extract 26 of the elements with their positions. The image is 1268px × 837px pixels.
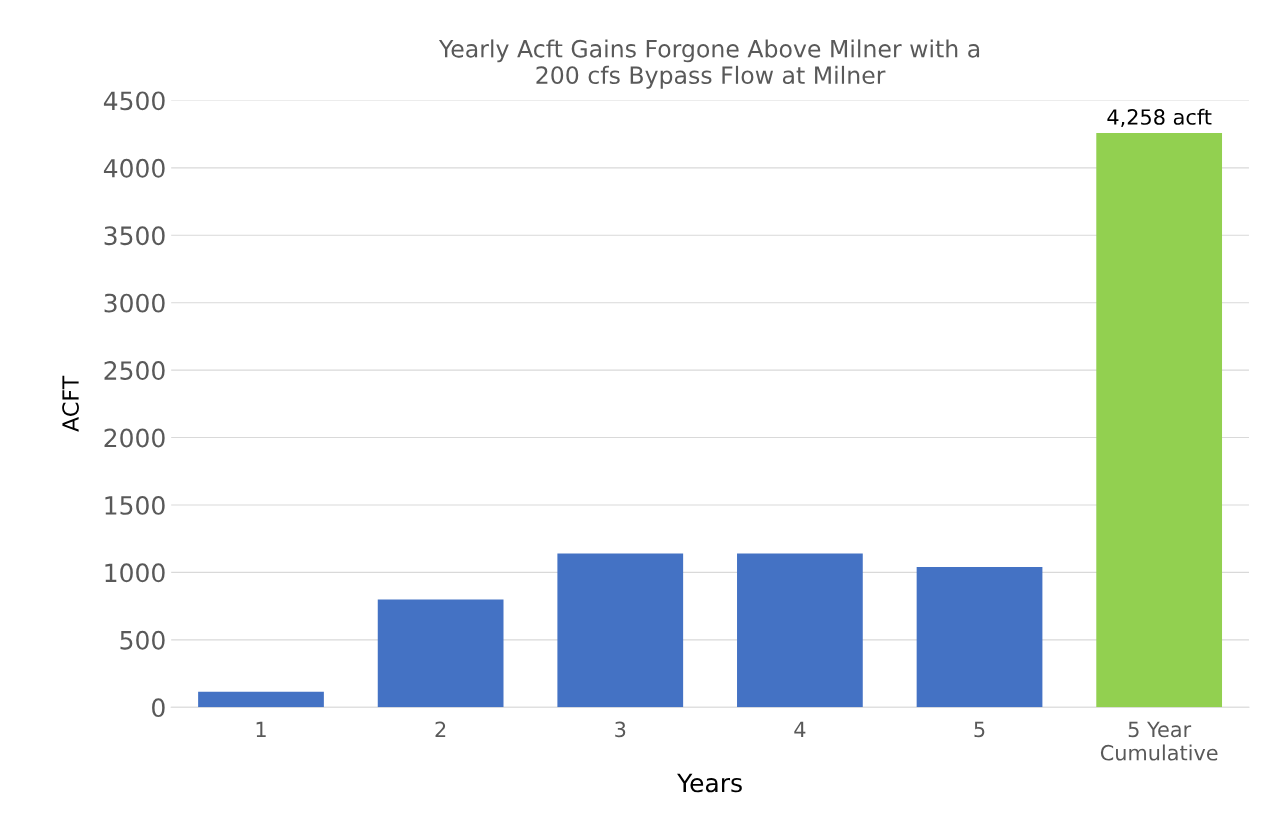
x-tick-label: 5 Year Cumulative [1100, 721, 1218, 761]
bar [916, 567, 1043, 708]
x-tick-label: 2 [435, 721, 446, 737]
y-tick-label: 1000 [105, 563, 165, 583]
y-tick-label: 0 [152, 698, 165, 718]
y-tick-label: 4500 [103, 91, 165, 111]
x-tick-label: 4 [794, 721, 806, 737]
bar [1096, 133, 1223, 708]
x-tick-label: 3 [615, 721, 626, 738]
bar [198, 691, 324, 708]
x-tick-label: 1 [256, 721, 266, 737]
data-label: 4,258 acft [1107, 108, 1212, 127]
x-tick-label: 5 [974, 721, 985, 738]
y-tick-label: 3500 [104, 226, 165, 246]
y-tick-label: 4000 [103, 158, 165, 178]
bar [737, 553, 863, 708]
bar [557, 553, 684, 708]
y-tick-label: 1500 [105, 495, 165, 515]
chart-title: Yearly Acft Gains Forgone Above Milner with a 200 cfs Bypass Flow at Milner [438, 39, 980, 89]
y-tick-label: 500 [120, 630, 165, 650]
bar [377, 599, 504, 708]
y-tick-label: 3000 [104, 293, 165, 313]
y-tick-label: 2000 [104, 428, 165, 448]
x-axis-title: Years [677, 773, 742, 793]
y-axis-title: ACFT [62, 375, 79, 432]
y-tick-label: 2500 [104, 361, 165, 380]
